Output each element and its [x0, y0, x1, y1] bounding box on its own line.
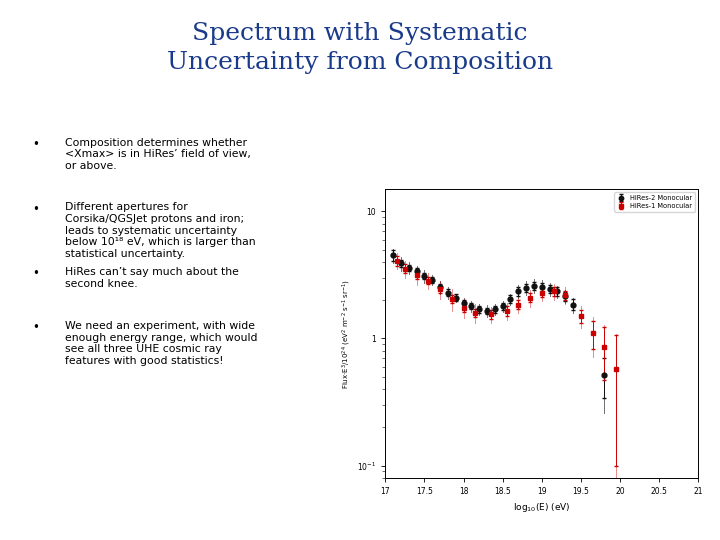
Text: •: •: [32, 138, 40, 151]
Text: Spectrum with Systematic
Uncertainty from Composition: Spectrum with Systematic Uncertainty fro…: [167, 22, 553, 74]
Y-axis label: Flux·E$^3$/10$^{24}$ (eV$^2$ m$^{-2}$ s$^{-1}$ sr$^{-1}$): Flux·E$^3$/10$^{24}$ (eV$^2$ m$^{-2}$ s$…: [341, 279, 353, 388]
Text: Different apertures for
Corsika/QGSJet protons and iron;
leads to systematic unc: Different apertures for Corsika/QGSJet p…: [65, 202, 256, 259]
Text: •: •: [32, 267, 40, 280]
X-axis label: log$_{10}$(E) (eV): log$_{10}$(E) (eV): [513, 502, 570, 515]
Text: •: •: [32, 321, 40, 334]
Text: •: •: [32, 202, 40, 215]
Text: We need an experiment, with wide
enough energy range, which would
see all three : We need an experiment, with wide enough …: [65, 321, 257, 366]
Text: HiRes can’t say much about the
second knee.: HiRes can’t say much about the second kn…: [65, 267, 238, 289]
Legend: HiRes-2 Monocular, HiRes-1 Monocular: HiRes-2 Monocular, HiRes-1 Monocular: [614, 192, 695, 212]
Text: Composition determines whether
<Xmax> is in HiRes’ field of view,
or above.: Composition determines whether <Xmax> is…: [65, 138, 251, 171]
